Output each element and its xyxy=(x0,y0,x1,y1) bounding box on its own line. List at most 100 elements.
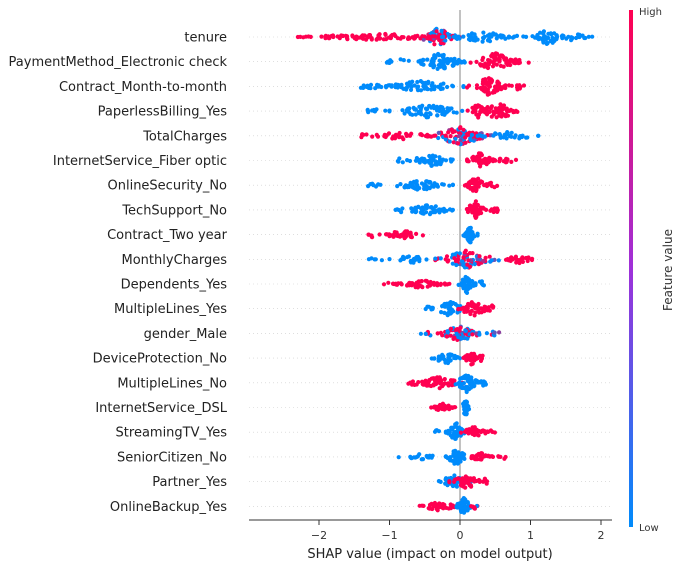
shap-point xyxy=(477,453,482,458)
shap-point xyxy=(408,230,413,235)
shap-point xyxy=(373,86,378,91)
shap-point xyxy=(422,34,427,39)
shap-point xyxy=(548,38,553,44)
colorbar-title: Feature value xyxy=(661,229,675,311)
shap-point xyxy=(428,62,433,68)
shap-point xyxy=(526,60,531,65)
shap-point xyxy=(378,36,383,41)
shap-point xyxy=(507,134,512,139)
shap-point xyxy=(457,251,462,256)
shap-point xyxy=(468,136,473,141)
shap-point xyxy=(447,183,452,188)
shap-point xyxy=(468,60,473,65)
shap-point xyxy=(464,358,469,363)
shap-point xyxy=(475,302,480,307)
shap-point xyxy=(495,208,500,213)
shap-point xyxy=(464,389,469,395)
shap-point xyxy=(417,503,422,508)
shap-point xyxy=(448,57,454,62)
shap-point xyxy=(418,36,423,41)
shap-point xyxy=(416,254,421,260)
shap-point xyxy=(453,327,459,332)
shap-point xyxy=(436,429,442,434)
shap-point xyxy=(494,62,499,67)
shap-point xyxy=(409,84,414,89)
shap-point xyxy=(395,184,400,189)
shap-point xyxy=(430,153,435,158)
shap-point xyxy=(484,81,489,86)
shap-point xyxy=(455,303,460,308)
shap-point xyxy=(438,330,443,335)
shap-point xyxy=(453,422,458,427)
shap-point xyxy=(472,36,477,41)
shap-point xyxy=(301,35,306,40)
shap-point xyxy=(486,58,491,63)
shap-point xyxy=(439,28,444,33)
shap-point xyxy=(435,184,440,189)
shap-point xyxy=(431,405,437,410)
colorbar: High Low Feature value xyxy=(629,7,675,534)
shap-point xyxy=(419,59,424,64)
feature-label: MultipleLines_No xyxy=(117,376,227,391)
shap-point xyxy=(461,233,466,238)
shap-point xyxy=(436,407,441,412)
shap-point xyxy=(525,135,530,140)
shap-point xyxy=(491,112,496,117)
shap-point xyxy=(384,232,389,237)
shap-point xyxy=(415,281,420,286)
shap-point xyxy=(416,109,421,115)
shap-point xyxy=(473,183,478,188)
shap-point xyxy=(472,425,477,430)
shap-point xyxy=(496,258,501,263)
shap-point xyxy=(429,87,434,92)
shap-point xyxy=(443,158,449,163)
shap-point xyxy=(483,477,488,482)
shap-point xyxy=(501,159,506,164)
shap-point xyxy=(413,158,419,163)
shap-point xyxy=(454,504,459,509)
shap-point xyxy=(430,81,435,86)
shap-point xyxy=(462,456,467,461)
shap-point xyxy=(428,205,433,210)
shap-point xyxy=(488,454,493,459)
shap-point xyxy=(446,355,451,360)
shap-point xyxy=(463,140,468,145)
shap-point xyxy=(457,356,463,361)
shap-point xyxy=(429,307,434,312)
shap-point xyxy=(445,282,450,287)
shap-point xyxy=(474,85,480,91)
shap-point xyxy=(438,502,443,507)
shap-point xyxy=(512,256,517,261)
shap-point xyxy=(361,132,366,137)
shap-point xyxy=(475,231,480,236)
shap-point xyxy=(504,113,509,118)
shap-point xyxy=(590,34,595,39)
shap-point xyxy=(441,206,446,211)
shap-point xyxy=(456,282,461,287)
shap-point xyxy=(479,107,484,112)
shap-point xyxy=(479,379,484,384)
shap-point xyxy=(472,383,477,388)
shap-point xyxy=(470,110,475,115)
shap-point xyxy=(489,184,495,189)
shap-point xyxy=(492,330,497,335)
shap-point xyxy=(586,34,591,39)
shap-point xyxy=(479,456,484,462)
shap-point xyxy=(446,381,451,386)
shap-point xyxy=(388,34,394,39)
shap-point xyxy=(515,85,520,90)
shap-point xyxy=(405,255,410,260)
shap-point xyxy=(458,483,463,488)
shap-point xyxy=(434,29,439,34)
shap-point xyxy=(451,59,456,65)
shap-point xyxy=(482,89,487,94)
shap-point xyxy=(473,215,478,220)
shap-point xyxy=(466,83,472,88)
shap-point xyxy=(454,331,459,336)
feature-label: InternetService_DSL xyxy=(95,401,227,416)
shap-point xyxy=(423,278,428,283)
shap-point xyxy=(398,258,403,263)
shap-point xyxy=(440,182,445,187)
shap-point xyxy=(524,34,529,40)
feature-label: OnlineBackup_Yes xyxy=(110,500,227,515)
